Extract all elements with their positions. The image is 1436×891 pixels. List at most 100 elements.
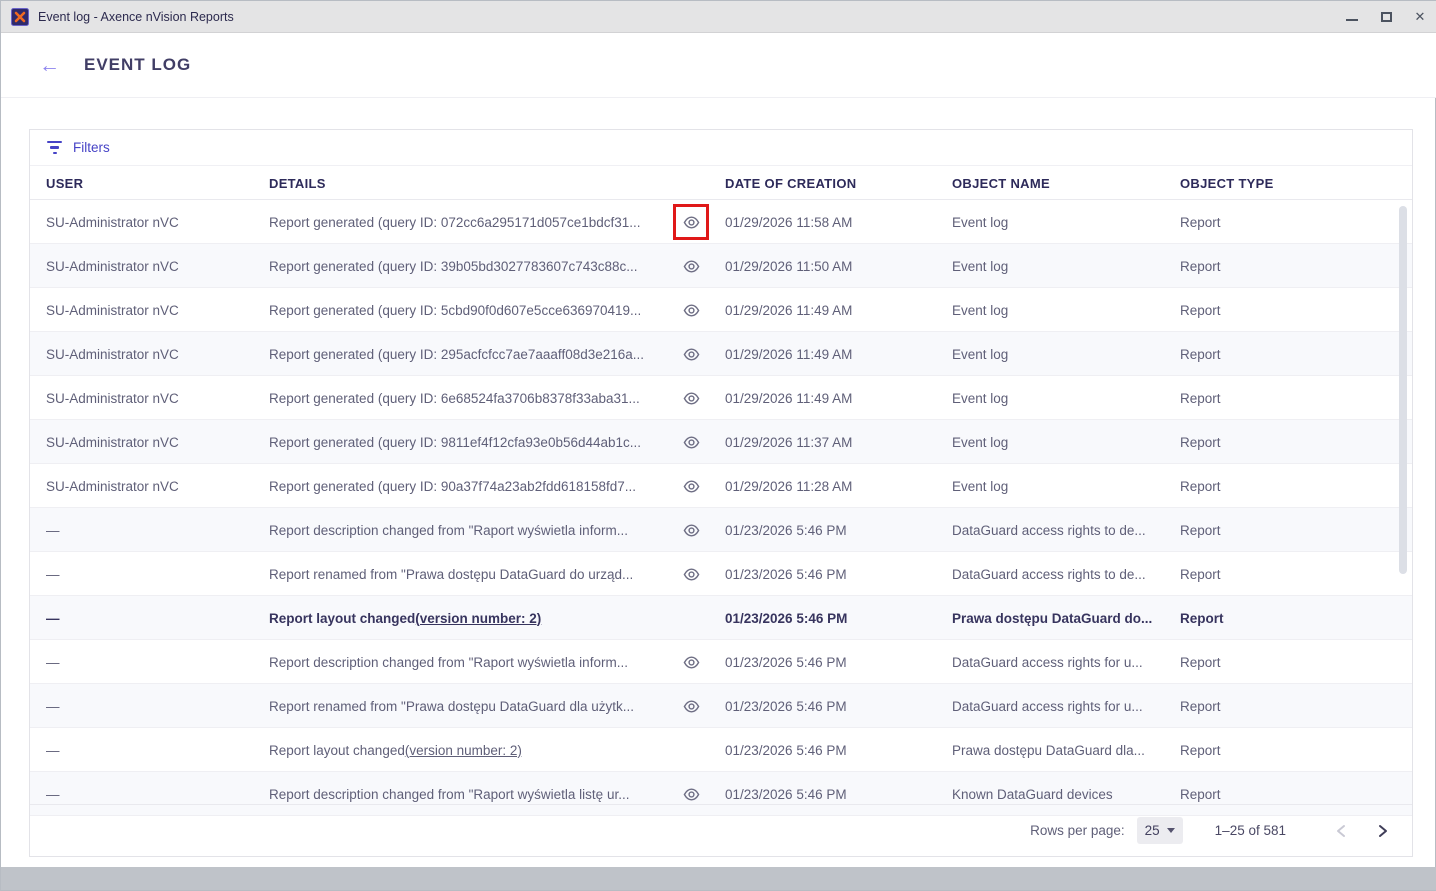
cell-user: SU-Administrator nVC: [46, 214, 179, 230]
view-details-button[interactable]: [676, 559, 706, 589]
eye-icon: [683, 259, 699, 273]
cell-date-of-creation: 01/23/2026 5:46 PM: [725, 786, 847, 802]
cell-user: —: [46, 522, 60, 538]
view-details-button[interactable]: [673, 204, 709, 240]
cell-object-name: Event log: [952, 434, 1009, 450]
close-icon: ✕: [1414, 9, 1426, 24]
chevron-left-icon: [1337, 824, 1345, 837]
cell-object-type: Report: [1180, 478, 1221, 494]
cell-object-name: Event log: [952, 214, 1009, 230]
eye-icon: [683, 435, 699, 449]
view-details-button[interactable]: [676, 779, 706, 809]
column-header-object-name[interactable]: OBJECT NAME: [952, 175, 1050, 191]
cell-object-name: Event log: [952, 346, 1009, 362]
table-row[interactable]: SU-Administrator nVC Report generated (q…: [30, 464, 1412, 508]
back-arrow-icon[interactable]: ←: [39, 53, 60, 77]
table-row[interactable]: SU-Administrator nVC Report generated (q…: [30, 376, 1412, 420]
column-header-date-of-creation[interactable]: DATE OF CREATION: [725, 175, 857, 191]
table-row[interactable]: — Report description changed from "Rapor…: [30, 772, 1412, 816]
table-row[interactable]: — Report renamed from "Prawa dostępu Dat…: [30, 684, 1412, 728]
cell-date-of-creation: 01/23/2026 5:46 PM: [725, 522, 847, 538]
eye-icon: [683, 303, 699, 317]
vertical-scrollbar[interactable]: [1399, 206, 1407, 574]
rows-per-page-value: 25: [1144, 823, 1160, 838]
eye-icon: [683, 391, 699, 405]
window-title: Event log - Axence nVision Reports: [38, 9, 234, 24]
table-row[interactable]: — Report layout changed (version number:…: [30, 728, 1412, 772]
eye-icon: [683, 523, 699, 537]
close-button[interactable]: ✕: [1403, 1, 1436, 33]
cell-object-type: Report: [1180, 302, 1221, 318]
cell-date-of-creation: 01/29/2026 11:58 AM: [725, 214, 853, 230]
page-title: EVENT LOG: [84, 55, 192, 74]
cell-details: Report generated (query ID: 072cc6a29517…: [269, 214, 641, 230]
cell-date-of-creation: 01/29/2026 11:50 AM: [725, 258, 853, 274]
next-page-button[interactable]: [1370, 818, 1396, 844]
minimize-button[interactable]: [1335, 1, 1369, 33]
filters-row: Filters: [30, 130, 1412, 166]
cell-details: Report generated (query ID: 295acfcfcc7a…: [269, 346, 645, 362]
version-number-link[interactable]: (version number: 2): [415, 610, 542, 626]
filters-button[interactable]: Filters: [73, 140, 110, 155]
cell-user: SU-Administrator nVC: [46, 346, 179, 362]
column-header-user[interactable]: USER: [46, 175, 84, 191]
view-details-button[interactable]: [676, 515, 706, 545]
cell-details: Report description changed from "Raport …: [269, 786, 630, 802]
cell-object-type: Report: [1180, 346, 1221, 362]
view-details-button[interactable]: [676, 471, 706, 501]
minimize-icon: [1346, 19, 1358, 21]
maximize-button[interactable]: [1369, 1, 1403, 33]
view-details-button[interactable]: [676, 383, 706, 413]
cell-date-of-creation: 01/23/2026 5:46 PM: [725, 610, 848, 626]
view-details-button[interactable]: [676, 251, 706, 281]
view-details-button[interactable]: [676, 691, 706, 721]
table-row[interactable]: SU-Administrator nVC Report generated (q…: [30, 420, 1412, 464]
rows-per-page-select[interactable]: 25: [1136, 817, 1183, 844]
column-header-object-type[interactable]: OBJECT TYPE: [1180, 175, 1274, 191]
table-body: SU-Administrator nVC Report generated (q…: [30, 200, 1412, 816]
cell-object-type: Report: [1180, 434, 1221, 450]
view-details-button[interactable]: [676, 295, 706, 325]
cell-user: SU-Administrator nVC: [46, 478, 179, 494]
cell-object-type: Report: [1180, 786, 1221, 802]
table-row[interactable]: SU-Administrator nVC Report generated (q…: [30, 244, 1412, 288]
eye-icon: [683, 215, 699, 229]
cell-user: —: [46, 610, 60, 626]
cell-details: Report generated (query ID: 9811ef4f12cf…: [269, 434, 642, 450]
cell-object-name: DataGuard access rights to de...: [952, 566, 1146, 582]
cell-object-name: Prawa dostępu DataGuard dla...: [952, 742, 1145, 758]
cell-object-type: Report: [1180, 610, 1224, 626]
cell-object-name: Prawa dostępu DataGuard do...: [952, 610, 1153, 626]
eye-icon: [683, 567, 699, 581]
eye-icon: [683, 479, 699, 493]
titlebar: Event log - Axence nVision Reports ✕: [1, 1, 1436, 33]
cell-date-of-creation: 01/23/2026 5:46 PM: [725, 654, 847, 670]
view-details-button[interactable]: [676, 647, 706, 677]
version-number-link[interactable]: (version number: 2): [404, 742, 522, 758]
pagination-bar: Rows per page: 25 1–25 of 581: [30, 804, 1412, 856]
cell-object-type: Report: [1180, 566, 1221, 582]
previous-page-button[interactable]: [1328, 818, 1354, 844]
cell-object-type: Report: [1180, 258, 1221, 274]
cell-date-of-creation: 01/29/2026 11:49 AM: [725, 390, 853, 406]
maximize-icon: [1380, 12, 1392, 22]
table-row[interactable]: — Report renamed from "Prawa dostępu Dat…: [30, 552, 1412, 596]
view-details-button[interactable]: [676, 339, 706, 369]
table-row[interactable]: — Report description changed from "Rapor…: [30, 508, 1412, 552]
view-details-button[interactable]: [676, 427, 706, 457]
eye-icon: [683, 655, 699, 669]
cell-object-name: Known DataGuard devices: [952, 786, 1113, 802]
cell-date-of-creation: 01/23/2026 5:46 PM: [725, 698, 847, 714]
table-row[interactable]: SU-Administrator nVC Report generated (q…: [30, 288, 1412, 332]
table-row[interactable]: — Report layout changed (version number:…: [30, 596, 1412, 640]
column-header-details[interactable]: DETAILS: [269, 175, 326, 191]
eye-icon: [683, 699, 699, 713]
cell-details: Report renamed from "Prawa dostępu DataG…: [269, 566, 634, 582]
cell-details: Report description changed from "Raport …: [269, 522, 628, 538]
table-row[interactable]: SU-Administrator nVC Report generated (q…: [30, 332, 1412, 376]
table-row[interactable]: — Report description changed from "Rapor…: [30, 640, 1412, 684]
cell-details: Report generated (query ID: 90a37f74a23a…: [269, 478, 637, 494]
table-row[interactable]: SU-Administrator nVC Report generated (q…: [30, 200, 1412, 244]
cell-date-of-creation: 01/29/2026 11:37 AM: [725, 434, 853, 450]
filter-icon[interactable]: [47, 140, 62, 155]
